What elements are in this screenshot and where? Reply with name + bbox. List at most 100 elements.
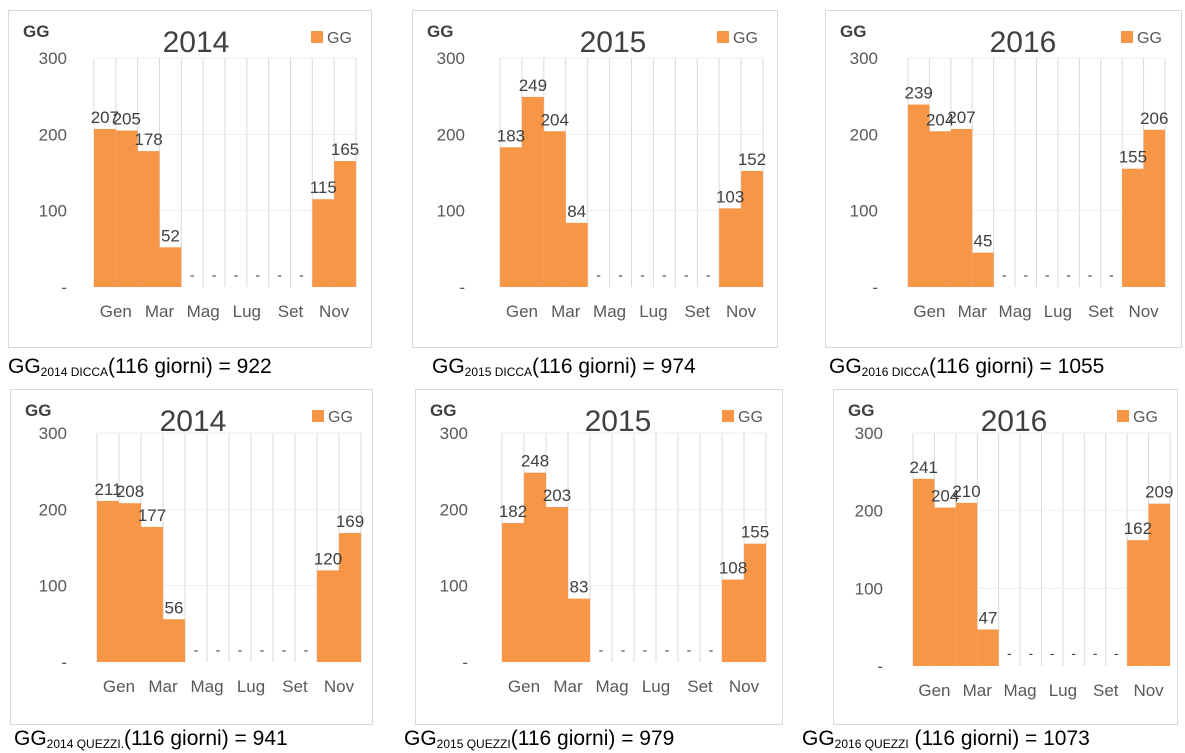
bar	[312, 199, 334, 287]
data-label: -	[599, 641, 604, 657]
x-tick-label: Lug	[1049, 681, 1077, 700]
x-tick-label: Nov	[729, 677, 760, 696]
data-label: 108	[719, 559, 747, 578]
data-label: -	[1088, 266, 1093, 282]
data-label: -	[194, 641, 199, 657]
x-tick-label: Set	[278, 302, 304, 321]
data-label: -	[643, 641, 648, 657]
data-label: -	[687, 641, 692, 657]
x-tick-label: Set	[1088, 302, 1114, 321]
data-label: -	[1045, 266, 1050, 282]
legend-swatch	[1117, 410, 1129, 422]
y-tick-label: 100	[440, 577, 468, 596]
caption-2014-quezzi: GG2014 QUEZZI.(116 giorni) = 941	[14, 727, 288, 751]
data-label: 115	[310, 178, 337, 197]
chart-panel-2015-quezzi: 182 248 203 83- - - - - -108 155-100 200 300 Gen Mar M…	[415, 389, 783, 725]
chart-title: 2016	[990, 26, 1057, 59]
chart-svg: 18324920484- - - - - -103152-100200300Gen Mar M…	[413, 11, 779, 349]
x-tick-label: Set	[1093, 681, 1119, 700]
data-label: -	[1028, 645, 1033, 661]
bar	[94, 129, 116, 287]
chart-panel-2015-dicca: 183 249 204 84 - - - - - - 103 152 - 100 200 300 Gen Mar M…	[412, 10, 778, 348]
x-tick-label: Lug	[237, 677, 265, 696]
bar	[566, 223, 588, 287]
x-tick-label: Nov	[1133, 681, 1164, 700]
bar	[317, 570, 339, 662]
data-label: 155	[1119, 148, 1147, 167]
data-label: -	[190, 266, 195, 282]
data-label: 103	[716, 187, 744, 206]
legend-label: GG	[1137, 30, 1162, 47]
data-label: 183	[497, 126, 525, 145]
y-tick-label: 300	[850, 49, 878, 68]
data-label: -	[282, 641, 287, 657]
x-tick-label: Gen	[103, 677, 135, 696]
bar	[141, 527, 163, 662]
bar	[163, 619, 185, 662]
bar	[119, 503, 141, 662]
x-tick-label: Mag	[1004, 681, 1037, 700]
x-tick-label: Nov	[324, 677, 355, 696]
y-tick-label: -	[462, 653, 468, 672]
x-tick-label: Mar	[145, 302, 175, 321]
data-label: -	[1093, 645, 1098, 661]
data-label: 84	[567, 202, 586, 221]
bar	[956, 503, 977, 666]
y-tick-label: 100	[850, 202, 878, 221]
data-label: -	[1007, 645, 1012, 661]
data-label: 162	[1124, 519, 1152, 538]
data-label: -	[216, 641, 221, 657]
chart-title: 2015	[580, 26, 647, 59]
bar	[138, 151, 160, 287]
data-label: -	[640, 266, 645, 282]
y-axis-unit-label: GG	[23, 22, 49, 41]
y-tick-label: 100	[437, 202, 465, 221]
y-axis-unit-label: GG	[840, 22, 866, 41]
bar	[951, 129, 972, 287]
data-label: 210	[952, 482, 980, 501]
bar	[744, 544, 766, 662]
bar	[977, 629, 998, 666]
x-tick-label: Mag	[999, 302, 1032, 321]
data-label: -	[618, 266, 623, 282]
x-tick-label: Mag	[595, 677, 628, 696]
legend-swatch	[717, 31, 729, 43]
bar	[502, 523, 524, 662]
y-tick-label: 200	[850, 125, 878, 144]
y-axis-unit-label: GG	[427, 22, 453, 41]
chart-title: 2015	[585, 405, 652, 438]
bar	[719, 208, 741, 287]
x-tick-label: Gen	[506, 302, 538, 321]
legend-swatch	[311, 31, 323, 43]
x-tick-label: Lug	[1044, 302, 1072, 321]
legend-swatch	[722, 410, 734, 422]
chart-title: 2016	[981, 405, 1048, 438]
x-tick-label: Mar	[958, 302, 988, 321]
data-label: 208	[116, 482, 144, 501]
caption-2014-dicca: GG2014 DICCA(116 giorni) = 922	[8, 355, 272, 379]
y-axis-unit-label: GG	[848, 401, 874, 420]
x-tick-label: Lug	[639, 302, 667, 321]
data-label: 239	[905, 84, 933, 103]
bar	[568, 599, 590, 662]
bar	[334, 161, 356, 287]
data-label: -	[706, 266, 711, 282]
data-label: -	[260, 641, 265, 657]
y-tick-label: 200	[39, 500, 67, 519]
y-tick-label: 300	[440, 424, 468, 443]
y-tick-label: 200	[39, 125, 67, 144]
chart-panel-2014-quezzi: 211 208 177 56 - - - - - - 120 169 - 100 200 300 Gen Mar M…	[10, 389, 373, 725]
bar	[544, 131, 566, 287]
data-label: 209	[1145, 483, 1173, 502]
y-tick-label: -	[61, 653, 67, 672]
chart-panel-2016-dicca: 239 204 207 45- - - - - -155 206-100 200 300 Gen Mar M…	[825, 10, 1182, 348]
bar	[913, 479, 934, 666]
y-axis-unit-label: GG	[430, 401, 456, 420]
data-label: -	[684, 266, 689, 282]
data-label: 249	[519, 76, 547, 95]
data-label: 169	[336, 512, 364, 531]
chart-panel-2016-quezzi: 241 204 210 47- - - - - -162 209-100 200 300 Gen Mar M…	[833, 389, 1178, 725]
chart-svg: 18224820383- - - - - -108155-100200300Gen Mar M…	[416, 390, 784, 726]
data-label: 178	[134, 130, 162, 149]
